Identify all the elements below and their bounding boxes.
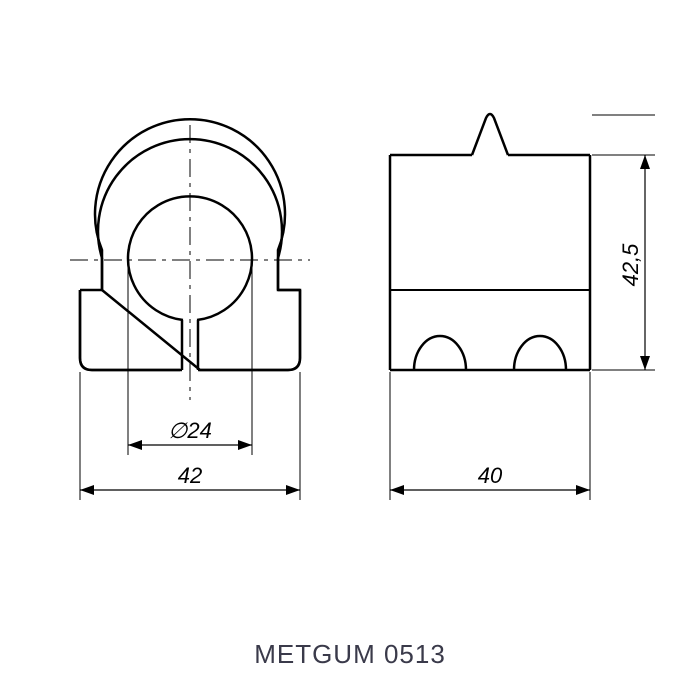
caption: METGUM 0513 [0,639,700,670]
dim-width42-label: 42 [178,463,202,488]
caption-brand: METGUM [254,639,376,669]
front-view: ∅24 42 [70,119,310,500]
dim-diameter-label: ∅24 [168,418,212,443]
side-view: 40 42,5 [390,114,655,500]
dim-height-label: 42,5 [618,243,643,287]
dim-width40-label: 40 [478,463,503,488]
drawing-canvas: ∅24 42 40 42, [0,0,700,700]
caption-part-number: 0513 [384,639,446,669]
